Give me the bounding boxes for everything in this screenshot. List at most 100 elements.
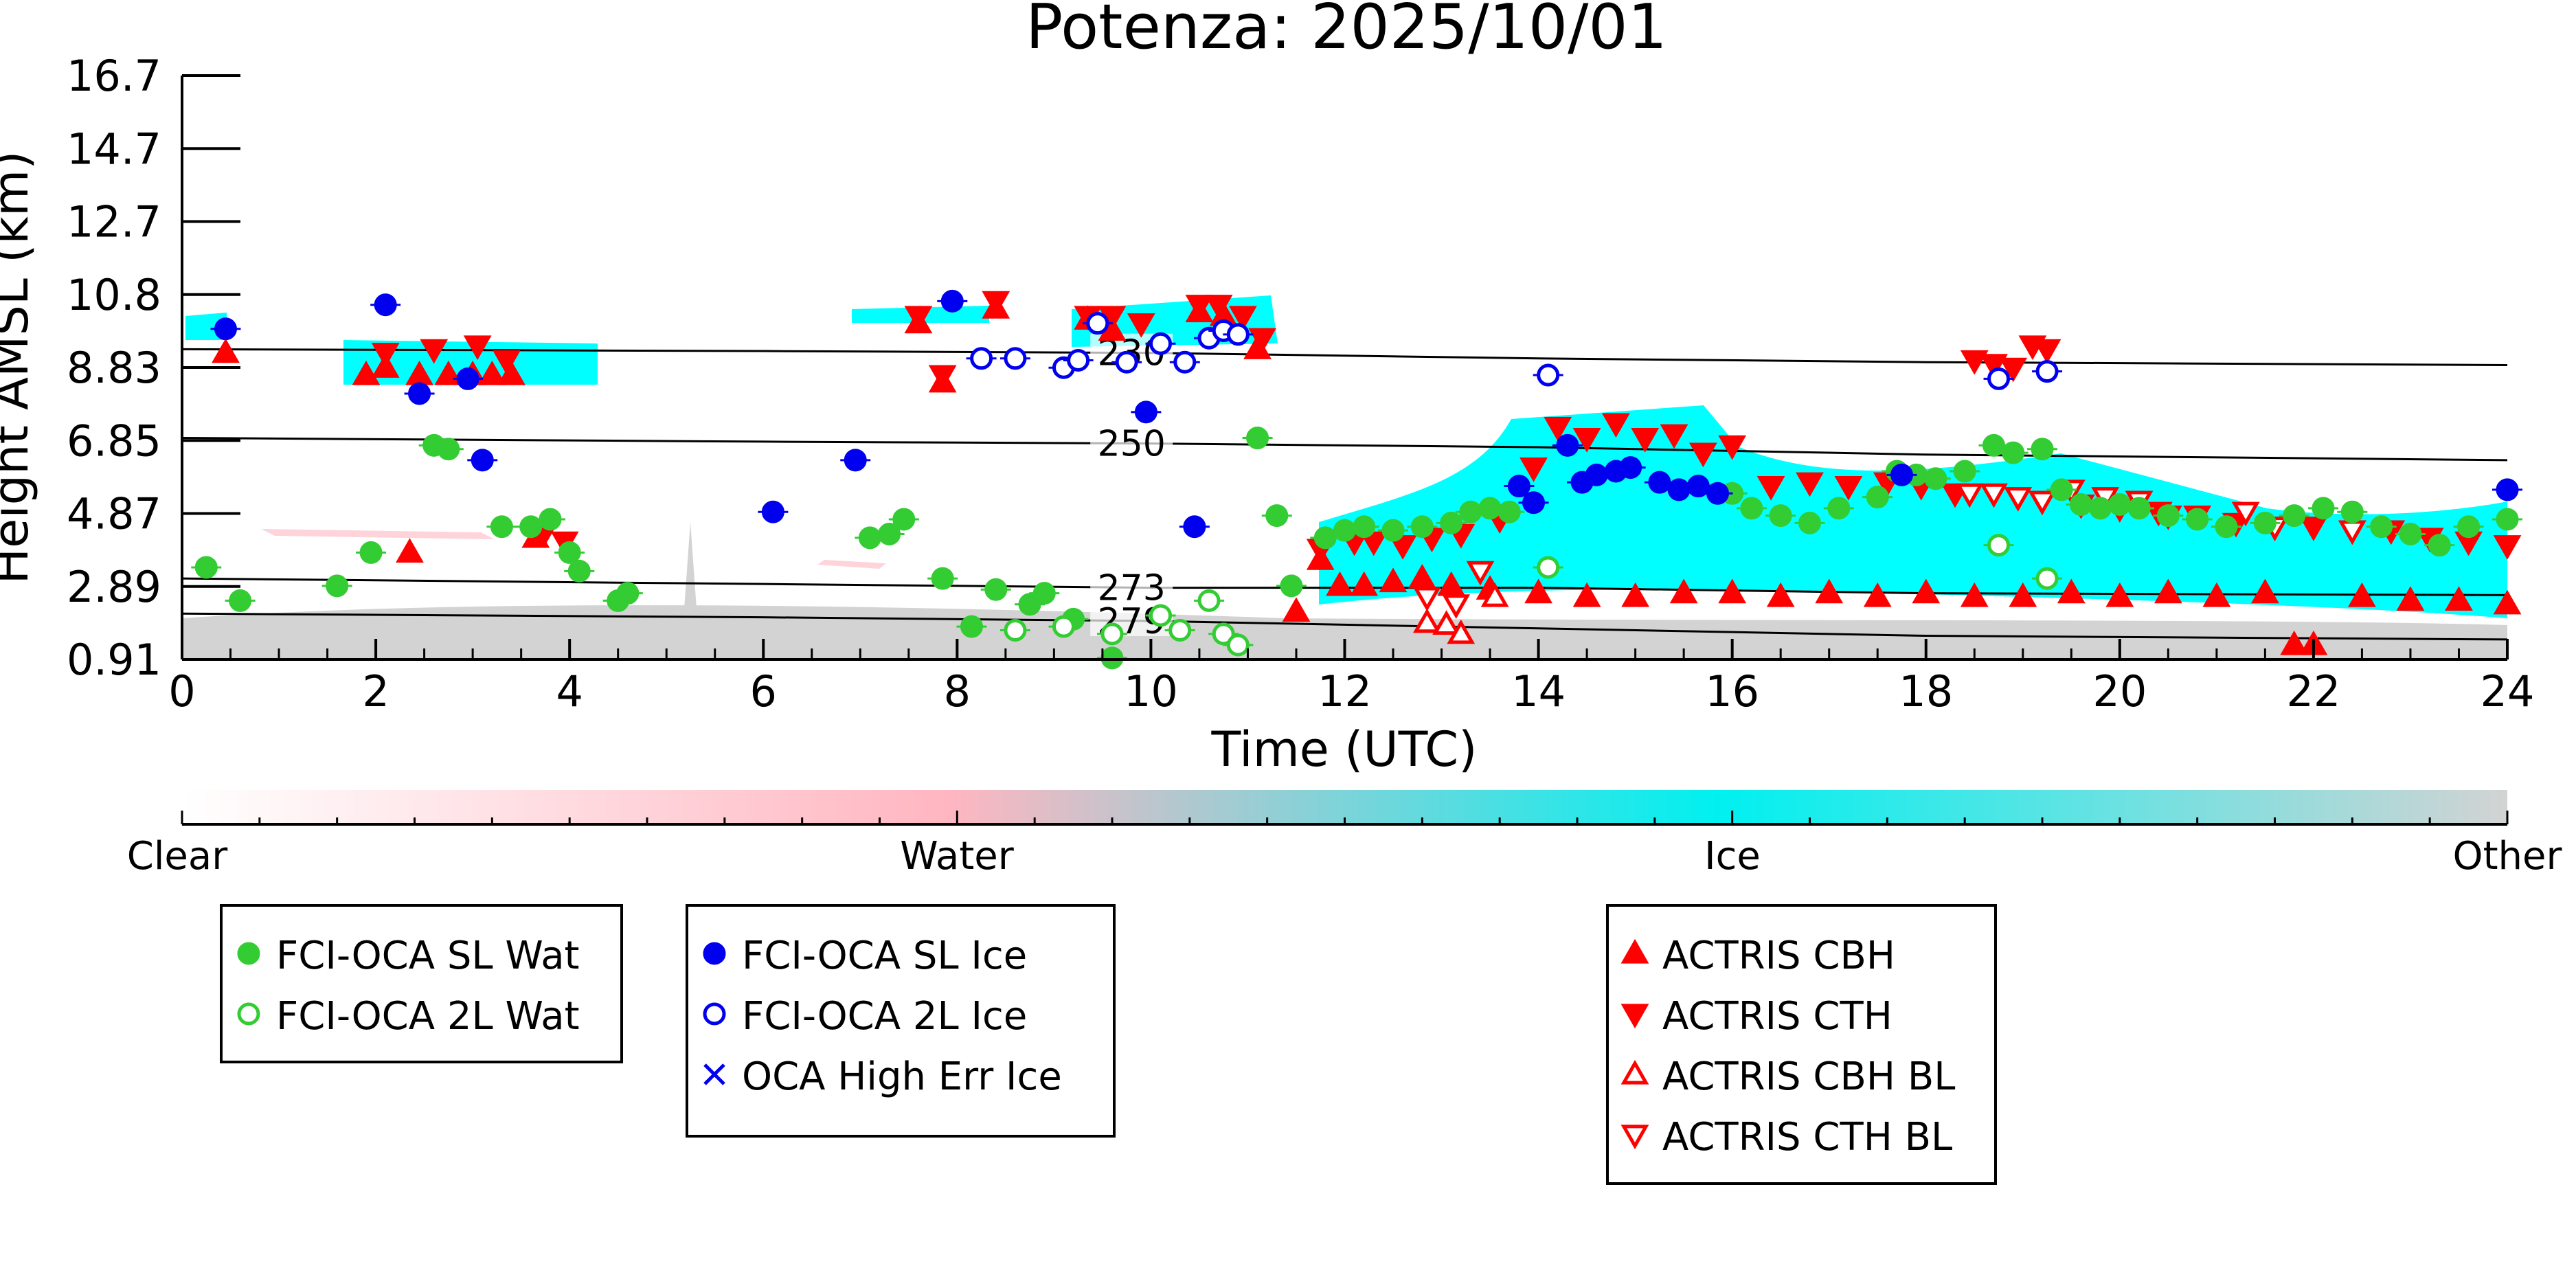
data-point — [982, 291, 1010, 316]
data-point — [1447, 619, 1476, 644]
data-point — [490, 515, 513, 539]
data-point — [892, 508, 916, 531]
x-tick-label: 12 — [1318, 666, 1372, 716]
data-point — [1168, 618, 1192, 642]
data-point — [1766, 582, 1795, 607]
data-point — [519, 515, 543, 539]
data-point — [1572, 427, 1601, 453]
data-point — [1115, 350, 1138, 374]
data-point — [616, 582, 640, 605]
data-point — [2035, 567, 2059, 590]
data-point — [1134, 400, 1157, 424]
data-point — [1437, 571, 1466, 596]
legend-label: ACTRIS CTH BL — [1662, 1115, 1952, 1160]
curtain-other-spike — [683, 522, 697, 618]
data-point — [1004, 618, 1027, 642]
data-point — [1100, 622, 1124, 646]
data-point — [408, 382, 431, 405]
data-point — [1229, 306, 1257, 331]
data-point — [2496, 478, 2519, 501]
data-point — [194, 556, 218, 579]
data-point — [1410, 515, 1434, 539]
data-point — [1912, 578, 1941, 604]
data-point — [420, 339, 449, 364]
data-point — [2493, 589, 2522, 615]
data-point — [359, 541, 383, 564]
data-point — [326, 574, 349, 598]
data-point — [2253, 511, 2276, 534]
data-point — [2069, 493, 2092, 516]
legend-frame — [686, 904, 1116, 1138]
legend-label: FCI-OCA 2L Wat — [276, 994, 580, 1039]
series-fci-oca-sl-ice — [210, 289, 2522, 539]
data-point — [1572, 582, 1601, 607]
data-point — [1585, 463, 1608, 486]
data-point — [1412, 608, 1441, 633]
data-point — [1248, 328, 1277, 353]
data-point — [960, 615, 983, 638]
data-point — [2035, 360, 2059, 383]
data-point — [567, 559, 591, 583]
legend-label: ACTRIS CBH — [1662, 934, 1895, 978]
data-point — [1197, 589, 1221, 612]
data-point — [477, 360, 506, 385]
data-point — [1052, 615, 1075, 638]
data-point — [1706, 482, 1730, 505]
data-point — [1018, 593, 1041, 616]
legends: FCI-OCA SL Wat FCI-OCA 2L Wat FCI-OCA SL I… — [220, 904, 1997, 1185]
data-point — [1478, 497, 1502, 520]
data-point — [1544, 416, 1572, 442]
legend-marker — [703, 1002, 726, 1026]
data-point — [2031, 438, 2054, 461]
legend-marker — [237, 942, 260, 965]
colorbar-label-clear: Clear — [127, 834, 228, 879]
data-point — [761, 500, 784, 523]
data-point — [2457, 515, 2481, 539]
data-point — [1537, 556, 1560, 579]
data-point — [1955, 483, 1984, 508]
series-fci-oca-2l-wat — [999, 534, 2063, 657]
data-point — [2370, 515, 2393, 539]
data-point — [1466, 561, 1495, 586]
data-point — [1631, 427, 1660, 453]
y-tick-label: 14.7 — [67, 124, 161, 174]
x-tick-label: 6 — [750, 666, 777, 716]
y-tick-label: 16.7 — [67, 51, 161, 101]
data-point — [2396, 586, 2425, 611]
data-point — [1686, 475, 1710, 498]
isotherm-label: 250 — [1098, 424, 1166, 465]
data-point — [1987, 367, 2011, 390]
data-point — [212, 338, 240, 363]
x-tick-label: 10 — [1124, 666, 1178, 716]
data-point — [1282, 597, 1311, 622]
legend-label: ACTRIS CTH — [1662, 994, 1893, 1039]
data-point — [1537, 363, 1560, 387]
data-point — [1796, 472, 1824, 497]
data-point — [984, 578, 1008, 601]
data-point — [904, 306, 933, 331]
x-tick-label: 0 — [168, 666, 195, 716]
data-point — [1815, 578, 1844, 604]
data-point — [878, 523, 901, 546]
data-point — [1183, 515, 1206, 539]
y-ticks: 0.91 2.89 4.87 6.85 8.83 10.8 12.7 14.7 16.7 — [67, 51, 240, 685]
legend-frame — [220, 904, 623, 1063]
data-point — [1524, 578, 1552, 604]
data-point — [1866, 486, 1889, 509]
data-point — [1924, 467, 1947, 490]
series-fci-oca-2l-ice — [966, 312, 2063, 390]
legend-marker — [1620, 1059, 1649, 1085]
data-point — [1359, 531, 1388, 556]
data-point — [1353, 515, 1376, 539]
data-point — [2231, 501, 2260, 527]
data-point — [1440, 511, 1463, 534]
series-fci-oca-sl-wat — [191, 427, 2522, 670]
data-point — [928, 365, 957, 390]
legend-marker — [237, 1002, 260, 1026]
data-point — [1507, 475, 1530, 498]
data-point — [1326, 571, 1354, 596]
data-point — [1890, 463, 1913, 486]
series-actris-cth-bl — [1412, 479, 2366, 619]
data-point — [2340, 500, 2364, 523]
